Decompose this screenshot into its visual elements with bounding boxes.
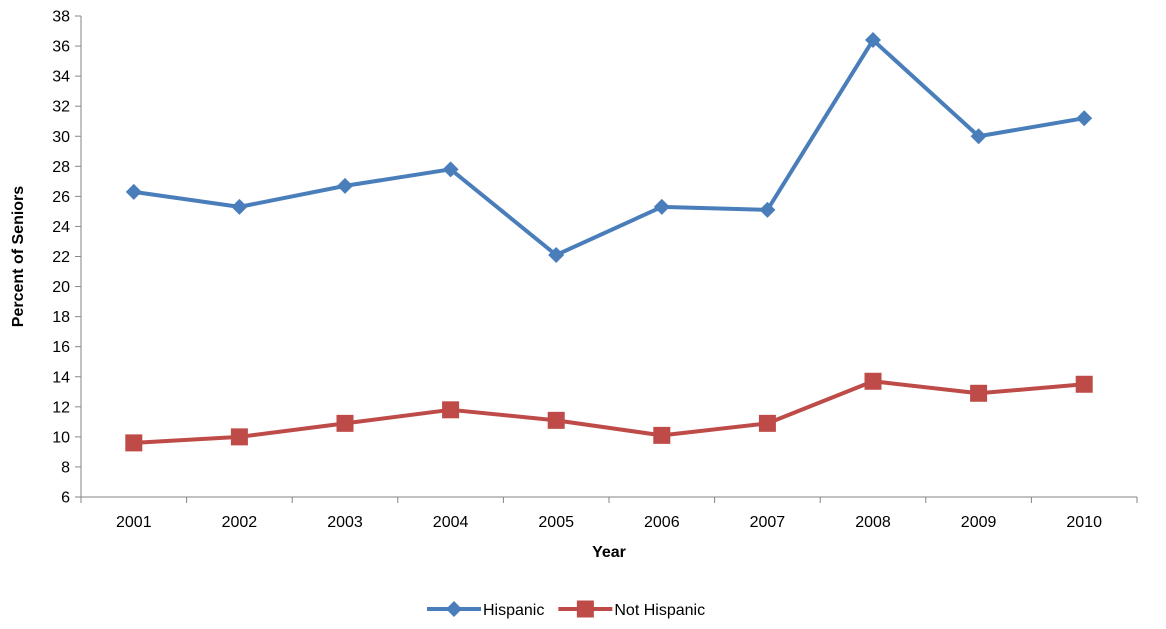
data-point-not-hispanic: [336, 414, 354, 432]
data-point-hispanic: [759, 201, 776, 218]
data-point-not-hispanic: [442, 401, 460, 419]
legend-marker-hispanic: [446, 601, 462, 617]
series-not-hispanic: [125, 372, 1093, 452]
x-tick-label: 2008: [855, 514, 891, 531]
y-tick-label: 38: [52, 9, 70, 26]
legend-marker-not-hispanic: [576, 600, 594, 618]
data-point-hispanic: [125, 183, 142, 200]
x-tick-label: 2009: [961, 514, 997, 531]
data-point-not-hispanic: [970, 384, 988, 402]
data-point-not-hispanic: [653, 426, 671, 444]
y-tick-label: 16: [52, 339, 70, 356]
data-point-not-hispanic: [864, 372, 882, 390]
data-point-not-hispanic: [125, 434, 143, 452]
series-line-hispanic: [133, 38, 1085, 257]
data-point-not-hispanic: [547, 411, 565, 429]
y-tick-label: 36: [52, 39, 70, 56]
y-tick-label: 6: [61, 490, 70, 507]
data-point-hispanic: [442, 161, 459, 178]
x-tick-label: 2006: [644, 514, 680, 531]
y-tick-label: 10: [52, 429, 70, 446]
series-layer: [125, 32, 1093, 452]
y-tick-label: 12: [52, 399, 70, 416]
x-tick-label: 2002: [222, 514, 258, 531]
legend-label-not-hispanic: Not Hispanic: [614, 602, 705, 619]
x-tick-label: 2010: [1066, 514, 1102, 531]
data-point-hispanic: [970, 128, 987, 145]
y-tick-label: 8: [61, 459, 70, 476]
data-point-not-hispanic: [1075, 375, 1093, 393]
data-point-hispanic: [1076, 110, 1093, 127]
data-point-hispanic: [865, 32, 881, 49]
data-point-hispanic: [231, 198, 248, 215]
x-tick-label: 2005: [538, 514, 574, 531]
y-tick-label: 14: [52, 369, 70, 386]
x-axis-ticks: 2001 2002 2003 2004 2005 2006 2007 2008 2009 2010: [80, 497, 1138, 531]
series-line-not-hispanic: [133, 379, 1085, 445]
x-tick-label: 2003: [327, 514, 363, 531]
y-tick-label: 22: [52, 249, 70, 266]
x-tick-label: 2001: [116, 514, 152, 531]
y-tick-label: 30: [52, 129, 70, 146]
x-tick-label: 2007: [750, 514, 786, 531]
legend-label-hispanic: Hispanic: [483, 602, 544, 619]
x-axis-title: Year: [592, 544, 626, 561]
legend-item-not-hispanic: Not Hispanic: [558, 600, 705, 619]
series-hispanic: [125, 32, 1093, 263]
y-tick-label: 26: [52, 189, 70, 206]
data-point-not-hispanic: [758, 414, 776, 432]
y-tick-label: 34: [52, 69, 70, 86]
data-point-hispanic: [653, 198, 670, 215]
data-point-not-hispanic: [230, 428, 248, 446]
data-point-hispanic: [337, 177, 353, 194]
y-axis-title: Percent of Seniors: [10, 186, 27, 327]
x-tick-label: 2004: [433, 514, 469, 531]
y-tick-label: 28: [52, 159, 70, 176]
legend: Hispanic Not Hispanic: [427, 600, 705, 619]
y-axis-ticks: 6 8 10 12 14 16 18 20 22 24 26 28 30 32 34 36 38: [52, 9, 81, 507]
y-tick-label: 20: [52, 279, 70, 296]
y-tick-label: 24: [52, 219, 70, 236]
y-tick-label: 32: [52, 99, 70, 116]
data-point-hispanic: [548, 246, 565, 263]
y-tick-label: 18: [52, 309, 70, 326]
legend-item-hispanic: Hispanic: [427, 601, 544, 619]
